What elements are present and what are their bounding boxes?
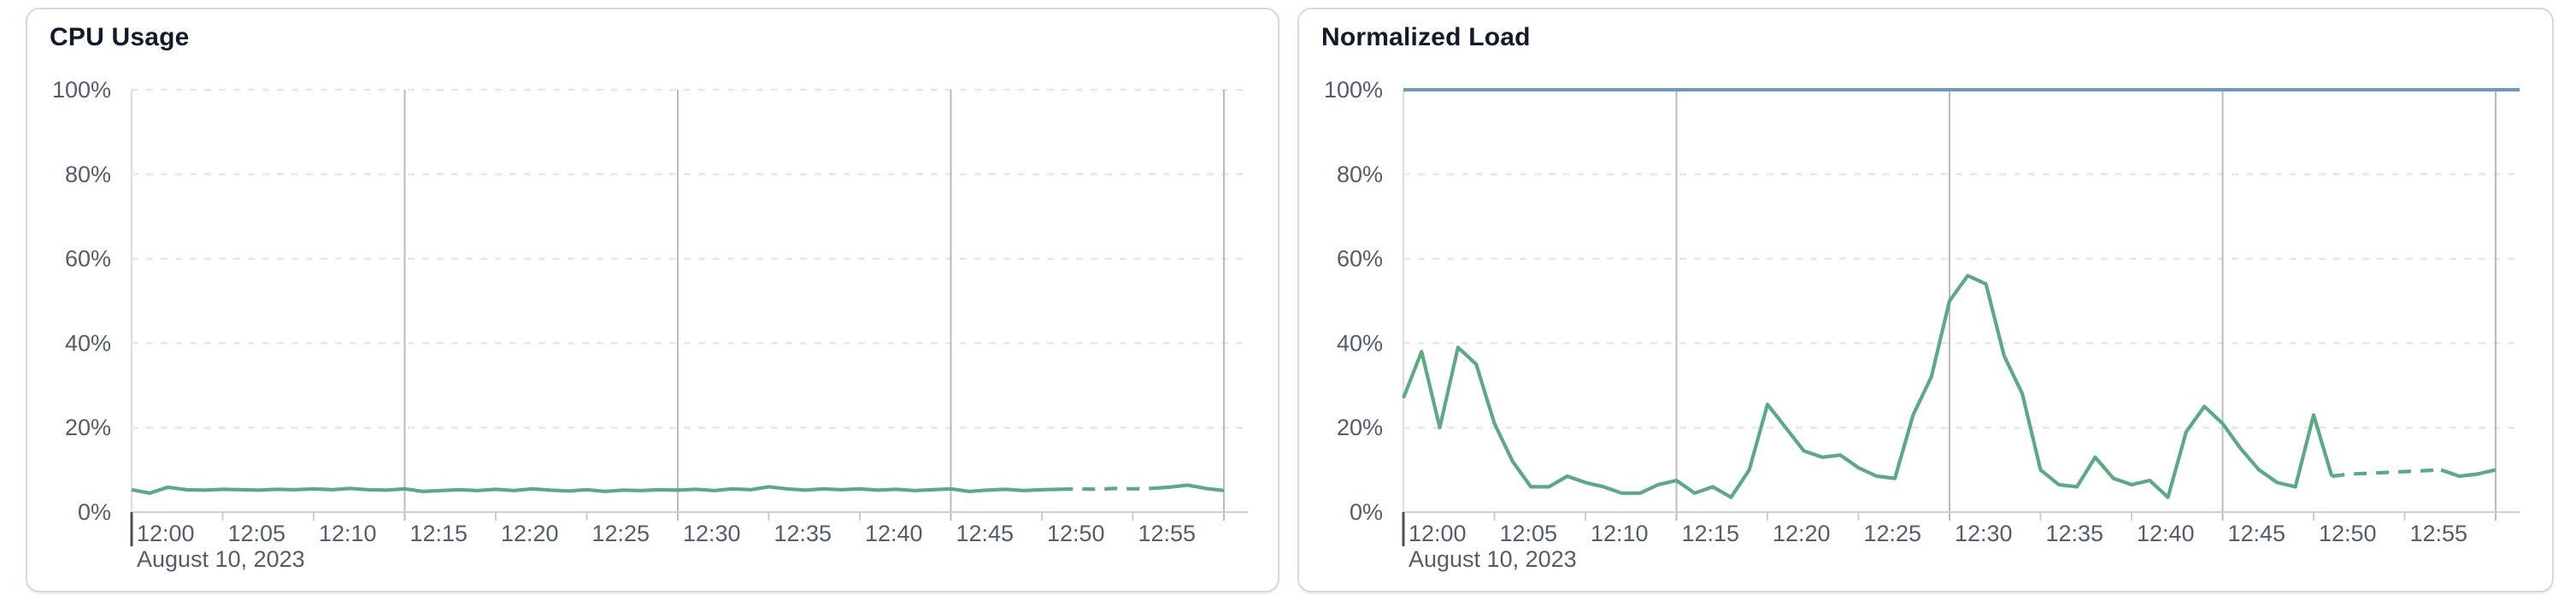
svg-text:August 10, 2023: August 10, 2023 — [1409, 546, 1577, 572]
svg-text:12:10: 12:10 — [319, 521, 377, 546]
svg-text:12:50: 12:50 — [2319, 521, 2377, 546]
svg-text:100%: 100% — [1324, 77, 1383, 103]
svg-text:12:00: 12:00 — [1409, 521, 1467, 546]
svg-text:12:40: 12:40 — [865, 521, 923, 546]
svg-text:0%: 0% — [1350, 499, 1383, 525]
cpu-usage-panel: CPU Usage 0% 20% 40% 60% 80% 100% 12:00 12:05 12… — [26, 8, 1279, 592]
svg-text:12:55: 12:55 — [2410, 521, 2468, 546]
svg-text:20%: 20% — [65, 415, 111, 440]
svg-text:80%: 80% — [1337, 162, 1383, 187]
svg-text:20%: 20% — [1337, 415, 1383, 440]
svg-text:12:10: 12:10 — [1591, 521, 1649, 546]
svg-text:12:00: 12:00 — [137, 521, 195, 546]
svg-text:12:40: 12:40 — [2137, 521, 2195, 546]
svg-text:12:50: 12:50 — [1047, 521, 1105, 546]
normalized-load-panel: Normalized Load 0% 20% 40% 60% 80% 100% 12:00 1… — [1297, 8, 2554, 592]
svg-text:12:55: 12:55 — [1138, 521, 1197, 546]
svg-text:12:15: 12:15 — [1682, 521, 1740, 546]
chart-title-normalized-load: Normalized Load — [1321, 23, 1531, 51]
svg-text:12:05: 12:05 — [228, 521, 286, 546]
svg-text:August 10, 2023: August 10, 2023 — [137, 546, 305, 572]
svg-text:12:45: 12:45 — [956, 521, 1015, 546]
normalized-load-chart[interactable]: 0% 20% 40% 60% 80% 100% 12:00 12:05 12:10 12:15 12… — [1299, 9, 2555, 594]
svg-text:12:15: 12:15 — [410, 521, 468, 546]
svg-text:12:35: 12:35 — [2046, 521, 2104, 546]
svg-text:12:35: 12:35 — [774, 521, 832, 546]
svg-text:12:20: 12:20 — [501, 521, 559, 546]
svg-text:100%: 100% — [52, 77, 111, 103]
svg-text:12:20: 12:20 — [1773, 521, 1831, 546]
svg-text:12:30: 12:30 — [1955, 521, 2013, 546]
svg-text:60%: 60% — [65, 246, 111, 272]
svg-text:12:30: 12:30 — [683, 521, 741, 546]
svg-text:80%: 80% — [65, 162, 111, 187]
svg-text:12:25: 12:25 — [592, 521, 650, 546]
svg-text:40%: 40% — [65, 330, 111, 356]
svg-text:12:05: 12:05 — [1500, 521, 1558, 546]
svg-text:0%: 0% — [78, 499, 111, 525]
chart-title-cpu-usage: CPU Usage — [50, 23, 190, 51]
svg-text:12:45: 12:45 — [2228, 521, 2286, 546]
svg-text:60%: 60% — [1337, 246, 1383, 272]
svg-text:40%: 40% — [1337, 330, 1383, 356]
svg-text:12:25: 12:25 — [1864, 521, 1922, 546]
cpu-usage-chart[interactable]: 0% 20% 40% 60% 80% 100% 12:00 12:05 12:10 12:15 12… — [27, 9, 1281, 594]
